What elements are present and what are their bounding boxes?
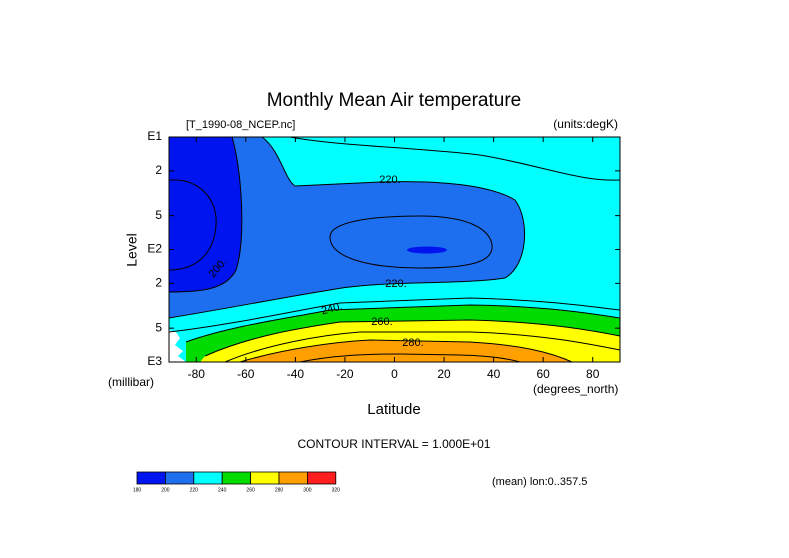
colorbar-label: 240: [218, 487, 227, 493]
colorbar-segment: [250, 471, 280, 485]
y-tick-label: 2: [155, 276, 162, 290]
contour-label: 220.: [379, 174, 400, 186]
y-unit-label: (millibar): [108, 375, 154, 389]
contour-line: [329, 215, 493, 269]
x-tick-label: -60: [237, 367, 255, 381]
y-tick-label: E2: [147, 242, 162, 256]
y-tick-label: E3: [147, 354, 162, 368]
x-tick-label: 40: [487, 367, 501, 381]
contour-line: [185, 304, 621, 343]
missing-region: [169, 330, 186, 362]
contour-line: [168, 136, 243, 293]
contour-line: [239, 339, 573, 363]
contour-line: [168, 136, 526, 319]
x-tick-label: 20: [437, 367, 451, 381]
colorbar-segment: [164, 471, 195, 485]
contour-label: 280.: [402, 337, 423, 349]
x-tick-label: 80: [586, 367, 600, 381]
y-tick-label: 5: [155, 320, 162, 334]
colorbar-label: 200: [161, 487, 170, 493]
x-tick-label: -40: [287, 367, 305, 381]
colorbar-segment: [221, 471, 251, 485]
contour-line: [168, 179, 217, 271]
colorbar-segment: [136, 471, 166, 485]
contour-line: [168, 297, 621, 333]
contour-line: [204, 319, 621, 357]
colorbar-label: 300: [303, 487, 312, 493]
contour-interval: CONTOUR INTERVAL = 1.000E+01: [298, 437, 491, 451]
contour-line: [289, 136, 621, 181]
contour-line: [299, 353, 521, 363]
x-tick-label: 60: [537, 367, 551, 381]
plot-area: 220.200.220.240.260.280.: [168, 136, 621, 363]
x-tick-label: -80: [188, 367, 206, 381]
chart-title: Monthly Mean Air temperature: [267, 90, 522, 111]
y-tick-label: E1: [147, 129, 162, 143]
units-label: (units:degK): [553, 117, 618, 131]
fill-region: [407, 246, 447, 254]
x-axis-label: Latitude: [367, 401, 420, 418]
fill-region: [169, 137, 242, 292]
y-axis-label: Level: [124, 233, 140, 266]
contour-label: 260.: [371, 316, 392, 328]
colorbar-label: 180: [133, 487, 142, 493]
contour-label: 220.: [385, 278, 406, 290]
colorbar-segment: [278, 471, 308, 485]
x-tick-label: 0: [391, 367, 398, 381]
y-tick-label: 2: [155, 163, 162, 177]
file-label: [T_1990-08_NCEP.nc]: [186, 119, 295, 131]
footer: (mean) lon:0..357.5: [492, 476, 587, 488]
colorbar-label: 280: [275, 487, 284, 493]
colorbar-segment: [193, 471, 223, 485]
x-tick-label: -20: [336, 367, 354, 381]
colorbar-label: 220: [190, 487, 199, 493]
y-tick-label: 5: [155, 208, 162, 222]
contour-line: [224, 331, 621, 363]
contour-label: 240.: [320, 300, 344, 317]
x-unit-label: (degrees_north): [533, 382, 618, 396]
fill-region: [169, 137, 525, 318]
colorbar-segment: [306, 471, 337, 485]
colorbar-label: 320: [332, 487, 341, 493]
colorbar-label: 260: [246, 487, 255, 493]
